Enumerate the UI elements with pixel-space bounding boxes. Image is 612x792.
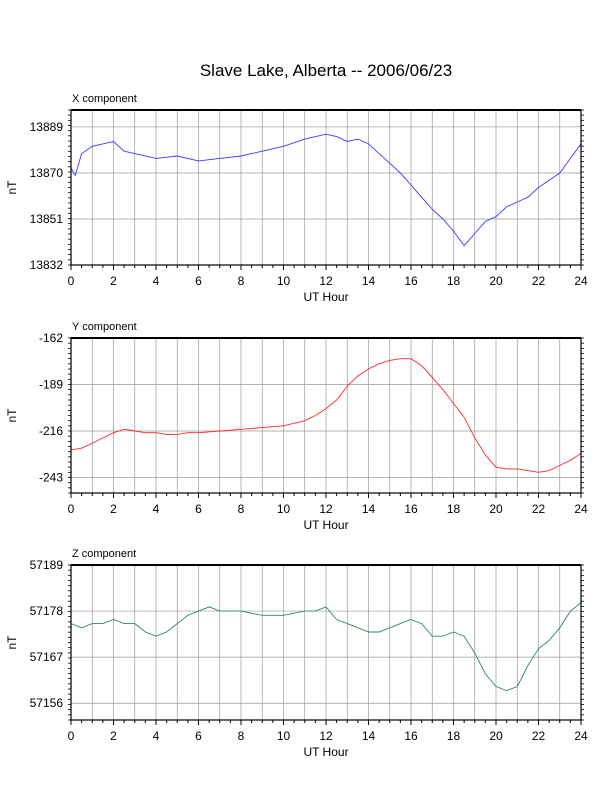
y-tick-label: -162 xyxy=(39,331,63,345)
x-tick-label: 4 xyxy=(153,274,160,288)
x-tick-label: 8 xyxy=(238,729,245,743)
x-tick-label: 18 xyxy=(447,274,461,288)
x-tick-label: 6 xyxy=(195,502,202,516)
x-tick-label: 14 xyxy=(362,502,376,516)
x-tick-label: 4 xyxy=(153,502,160,516)
x-tick-label: 8 xyxy=(238,502,245,516)
y-tick-label: 57178 xyxy=(30,604,64,618)
series-line xyxy=(70,602,582,692)
x-tick-label: 0 xyxy=(68,502,75,516)
figure-title: Slave Lake, Alberta -- 2006/06/23 xyxy=(200,61,452,80)
x-tick-label: 6 xyxy=(195,274,202,288)
x-tick-label: 20 xyxy=(489,729,503,743)
x-tick-label: 12 xyxy=(319,274,333,288)
x-tick-label: 22 xyxy=(532,274,546,288)
x-tick-label: 8 xyxy=(238,274,245,288)
x-tick-label: 6 xyxy=(195,729,202,743)
x-axis-label: UT Hour xyxy=(303,290,348,304)
x-tick-label: 12 xyxy=(319,502,333,516)
x-tick-label: 24 xyxy=(574,729,588,743)
y-axis-label: nT xyxy=(5,408,19,423)
x-tick-label: 10 xyxy=(277,502,291,516)
x-tick-label: 18 xyxy=(447,502,461,516)
y-tick-label: 57167 xyxy=(30,650,64,664)
x-tick-label: 0 xyxy=(68,729,75,743)
series-line xyxy=(70,358,582,473)
x-tick-label: 12 xyxy=(319,729,333,743)
y-tick-label: 13870 xyxy=(30,166,64,180)
x-tick-label: 16 xyxy=(404,729,418,743)
component-label: Z component xyxy=(72,548,136,560)
y-tick-label: -216 xyxy=(39,424,63,438)
x-axis-label: UT Hour xyxy=(303,745,348,759)
y-tick-label: -189 xyxy=(39,378,63,392)
x-tick-label: 10 xyxy=(277,729,291,743)
x-tick-label: 20 xyxy=(489,274,503,288)
component-label: Y component xyxy=(72,321,137,333)
x-tick-label: 18 xyxy=(447,729,461,743)
y-tick-label: 13889 xyxy=(30,120,64,134)
x-tick-label: 16 xyxy=(404,274,418,288)
y-tick-label: -243 xyxy=(39,471,63,485)
x-tick-label: 24 xyxy=(574,274,588,288)
y-tick-label: 13832 xyxy=(30,258,64,272)
x-tick-label: 14 xyxy=(362,274,376,288)
x-tick-label: 0 xyxy=(68,274,75,288)
y-tick-label: 57189 xyxy=(30,558,64,572)
y-axis-label: nT xyxy=(5,180,19,195)
y-tick-label: 13851 xyxy=(30,212,64,226)
x-tick-label: 16 xyxy=(404,502,418,516)
x-axis-label: UT Hour xyxy=(303,518,348,532)
y-axis-label: nT xyxy=(5,635,19,650)
series-line xyxy=(70,133,582,247)
x-tick-label: 4 xyxy=(153,729,160,743)
x-tick-label: 2 xyxy=(110,274,117,288)
x-tick-label: 2 xyxy=(110,729,117,743)
x-tick-label: 22 xyxy=(532,502,546,516)
x-tick-label: 20 xyxy=(489,502,503,516)
x-tick-label: 14 xyxy=(362,729,376,743)
x-tick-label: 10 xyxy=(277,274,291,288)
y-tick-label: 57156 xyxy=(30,696,64,710)
component-label: X component xyxy=(72,93,137,105)
x-tick-label: 24 xyxy=(574,502,588,516)
x-tick-label: 2 xyxy=(110,502,117,516)
x-tick-label: 22 xyxy=(532,729,546,743)
